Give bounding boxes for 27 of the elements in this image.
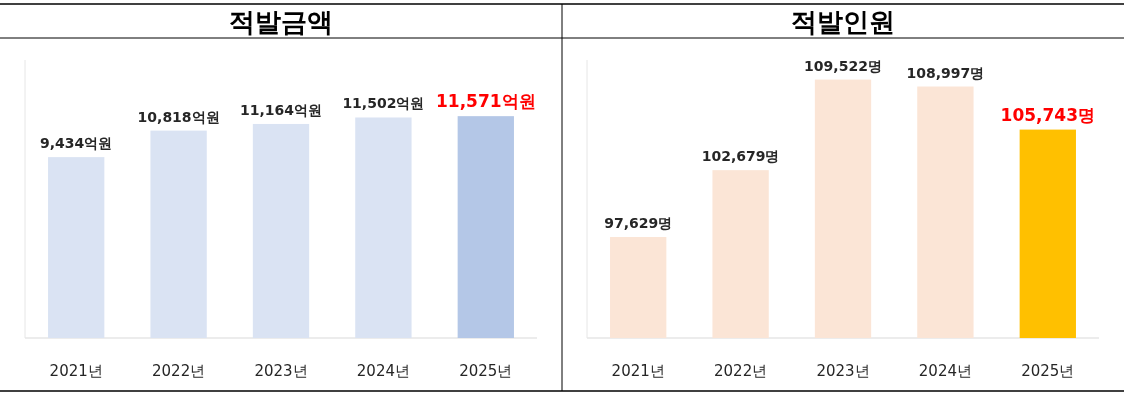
x-tick-label: 2022년 xyxy=(152,362,206,380)
chart-title: 적발금액 xyxy=(229,7,333,37)
data-label: 9,434억원 xyxy=(40,135,113,152)
bar xyxy=(355,117,412,338)
data-label: 10,818억원 xyxy=(137,108,220,125)
bar xyxy=(150,130,207,338)
data-label: 97,629명 xyxy=(604,215,673,232)
x-tick-label: 2024년 xyxy=(356,362,410,380)
data-label: 102,679명 xyxy=(701,148,780,165)
x-tick-label: 2025년 xyxy=(1021,362,1075,380)
x-tick-label: 2022년 xyxy=(714,362,768,380)
x-tick-label: 2025년 xyxy=(459,362,513,380)
bar xyxy=(48,157,105,338)
x-tick-label: 2024년 xyxy=(918,362,972,380)
bar xyxy=(252,123,310,338)
data-label: 108,997명 xyxy=(906,64,985,81)
data-label: 105,743명 xyxy=(1000,104,1096,125)
x-tick-label: 2023년 xyxy=(816,362,870,380)
data-label: 11,164억원 xyxy=(239,101,323,118)
x-tick-label: 2021년 xyxy=(611,362,665,380)
data-label: 11,571억원 xyxy=(436,91,536,112)
bar xyxy=(457,116,514,338)
x-tick-label: 2023년 xyxy=(254,362,308,380)
data-label: 109,522명 xyxy=(804,57,882,74)
x-tick-label: 2021년 xyxy=(49,362,103,380)
chart-title: 적발인원 xyxy=(791,7,895,37)
data-label: 11,502억원 xyxy=(342,95,425,112)
